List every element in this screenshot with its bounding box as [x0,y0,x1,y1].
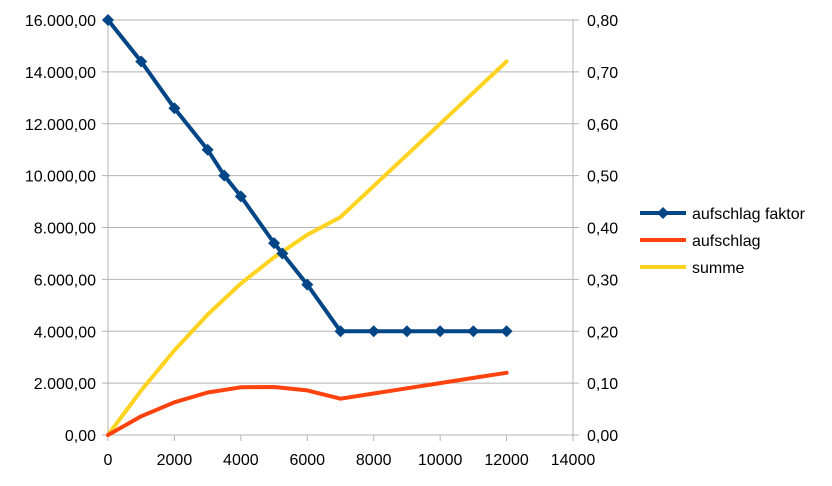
right-y-tick-label: 0,30 [587,272,618,289]
data-point [467,325,480,338]
right-y-tick-label: 0,60 [587,117,618,134]
x-tick-label: 6000 [289,452,325,469]
data-point [434,325,447,338]
data-point [500,325,513,338]
data-point [367,325,380,338]
legend-label: summe [692,260,745,277]
x-tick-label: 2000 [157,452,193,469]
data-point [276,247,289,260]
right-y-tick-label: 0,40 [587,221,618,238]
data-point [218,169,231,182]
x-tick-label: 14000 [551,452,596,469]
legend-marker [657,207,669,219]
left-y-tick-label: 6.000,00 [34,272,96,289]
left-y-tick-label: 16.000,00 [25,13,96,30]
right-y-tick-label: 0,70 [587,65,618,82]
axes [102,19,579,441]
data-point [301,278,314,291]
left-y-tick-label: 0,00 [65,428,96,445]
data-point [102,14,114,26]
right-y-tick-label: 0,00 [587,428,618,445]
data-point [400,325,413,338]
series-group [102,14,513,437]
legend-label: aufschlag [692,233,761,250]
data-point [135,55,148,68]
x-axis-ticks: 0 2000 4000 6000 8000 10000 12000 14000 [104,452,596,469]
left-y-tick-label: 14.000,00 [25,65,96,82]
legend-label: aufschlag faktor [692,206,806,223]
right-y-axis-ticks: 0,00 0,10 0,20 0,30 0,40 0,50 0,60 0,70 0,80 [587,13,618,445]
x-tick-label: 0 [104,452,113,469]
right-y-tick-label: 0,50 [587,169,618,186]
data-point [334,325,347,338]
series-line-summe [106,59,509,437]
right-y-tick-label: 0,80 [587,13,618,30]
data-point [201,143,214,156]
x-tick-label: 8000 [356,452,392,469]
data-point [268,237,281,250]
legend: aufschlag faktor aufschlag summe [640,206,806,277]
x-tick-label: 10000 [418,452,463,469]
data-point [234,190,247,203]
left-y-tick-label: 2.000,00 [34,376,96,393]
right-y-tick-label: 0,20 [587,324,618,341]
x-tick-label: 12000 [484,452,529,469]
left-y-tick-label: 12.000,00 [25,117,96,134]
left-y-tick-label: 4.000,00 [34,324,96,341]
x-tick-label: 4000 [223,452,259,469]
series-line-aufschlag [106,370,509,437]
right-y-tick-label: 0,10 [587,376,618,393]
data-point [168,102,181,115]
left-y-tick-label: 10.000,00 [25,169,96,186]
left-y-tick-label: 8.000,00 [34,221,96,238]
left-y-axis-ticks: 0,00 2.000,00 4.000,00 6.000,00 8.000,00 10.0… [25,13,96,445]
